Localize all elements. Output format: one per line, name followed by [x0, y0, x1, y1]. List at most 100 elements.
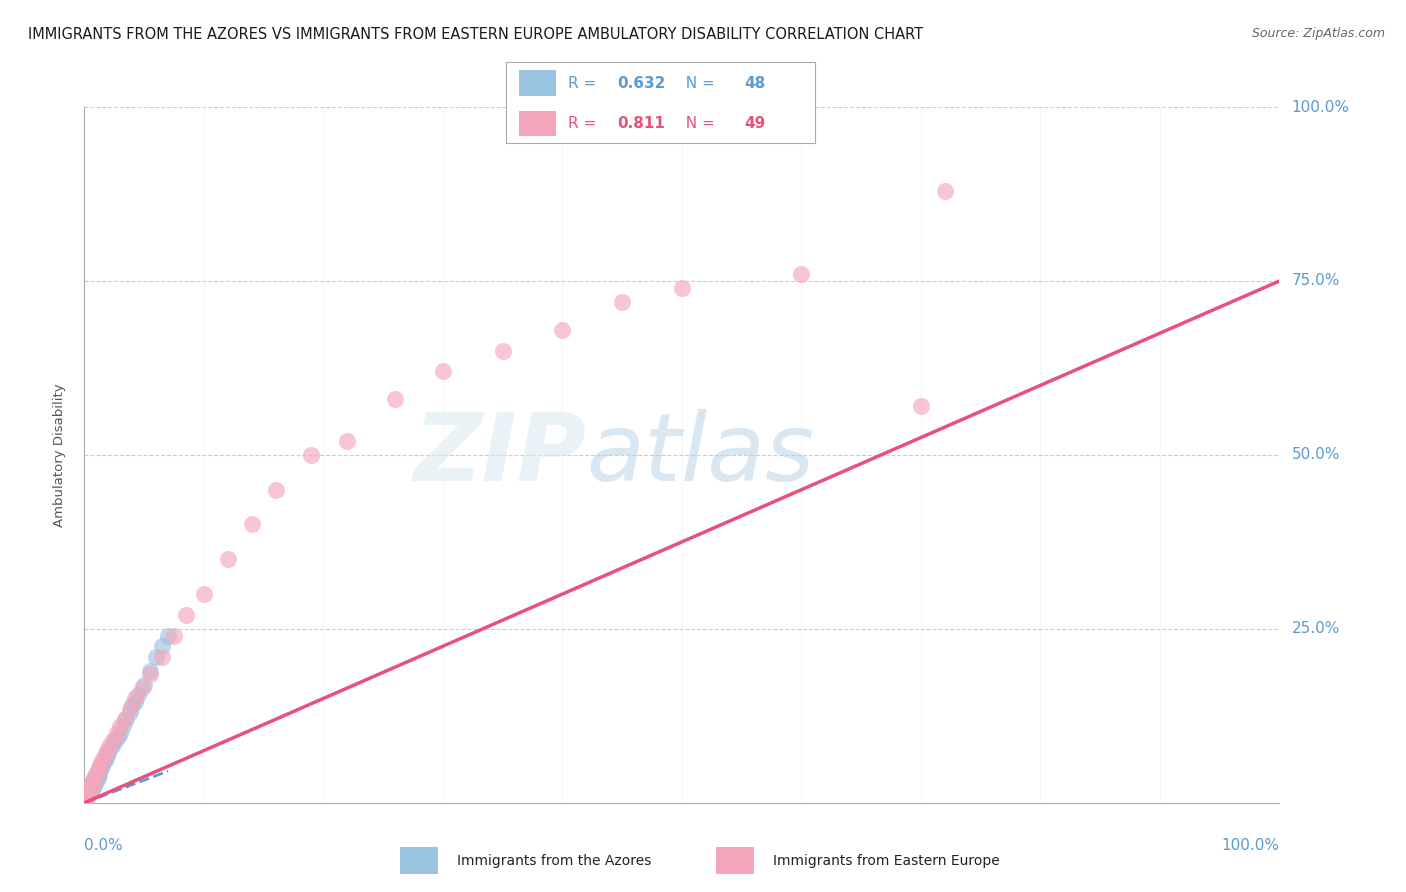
- Point: [80, 778, 103, 792]
- Point: [90, 761, 112, 775]
- Text: N =: N =: [676, 76, 720, 91]
- Y-axis label: Ambulatory Disability: Ambulatory Disability: [53, 383, 66, 527]
- Point: [145, 649, 167, 664]
- Point: [121, 698, 143, 713]
- Text: 50.0%: 50.0%: [1291, 448, 1340, 462]
- Point: [76, 788, 98, 802]
- Point: [432, 364, 454, 378]
- Point: [101, 733, 124, 747]
- Point: [83, 773, 105, 788]
- Point: [86, 772, 108, 786]
- FancyBboxPatch shape: [401, 847, 439, 874]
- Point: [384, 392, 406, 407]
- FancyBboxPatch shape: [519, 111, 555, 136]
- Point: [107, 730, 129, 744]
- Point: [77, 788, 100, 802]
- Text: 75.0%: 75.0%: [1291, 274, 1340, 288]
- Point: [264, 483, 287, 497]
- Text: 100.0%: 100.0%: [1222, 838, 1279, 853]
- Point: [77, 783, 100, 797]
- Point: [84, 766, 107, 780]
- Point: [76, 789, 98, 803]
- Point: [76, 790, 98, 805]
- Point: [790, 267, 813, 281]
- Text: atlas: atlas: [586, 409, 814, 500]
- Point: [91, 753, 114, 767]
- Point: [100, 740, 122, 755]
- Point: [77, 785, 100, 799]
- Point: [671, 281, 693, 295]
- Point: [150, 649, 173, 664]
- Text: IMMIGRANTS FROM THE AZORES VS IMMIGRANTS FROM EASTERN EUROPE AMBULATORY DISABILI: IMMIGRANTS FROM THE AZORES VS IMMIGRANTS…: [28, 27, 924, 42]
- Point: [79, 783, 101, 797]
- Point: [124, 691, 146, 706]
- Point: [110, 719, 132, 733]
- Point: [82, 776, 104, 790]
- Point: [82, 773, 104, 788]
- Text: 0.0%: 0.0%: [84, 838, 124, 853]
- Point: [139, 664, 162, 678]
- Point: [84, 773, 107, 788]
- Text: 48: 48: [744, 76, 766, 91]
- Text: 0.632: 0.632: [617, 76, 666, 91]
- Point: [157, 629, 180, 643]
- Text: R =: R =: [568, 116, 606, 131]
- Text: N =: N =: [676, 116, 720, 131]
- FancyBboxPatch shape: [519, 70, 555, 96]
- Point: [89, 757, 111, 772]
- Point: [89, 763, 111, 777]
- Point: [87, 761, 110, 775]
- Point: [174, 607, 197, 622]
- Point: [82, 780, 104, 795]
- Text: Source: ZipAtlas.com: Source: ZipAtlas.com: [1251, 27, 1385, 40]
- Text: 100.0%: 100.0%: [1291, 100, 1350, 114]
- Point: [80, 783, 103, 797]
- Point: [77, 783, 100, 797]
- Point: [93, 748, 115, 763]
- Point: [150, 639, 173, 653]
- Point: [101, 737, 124, 751]
- Point: [115, 712, 138, 726]
- Point: [910, 399, 932, 413]
- Point: [131, 681, 153, 695]
- Text: Immigrants from Eastern Europe: Immigrants from Eastern Europe: [773, 854, 1000, 868]
- Point: [83, 772, 105, 786]
- Text: 49: 49: [744, 116, 766, 131]
- Point: [217, 552, 239, 566]
- Point: [163, 629, 186, 643]
- Point: [193, 587, 215, 601]
- Point: [82, 776, 104, 790]
- Point: [84, 769, 107, 783]
- Point: [114, 712, 136, 726]
- Point: [79, 780, 101, 795]
- Point: [91, 757, 114, 772]
- Point: [97, 746, 120, 760]
- Text: 25.0%: 25.0%: [1291, 622, 1340, 636]
- Point: [84, 776, 107, 790]
- Point: [80, 778, 103, 792]
- Point: [118, 702, 141, 716]
- Text: ZIP: ZIP: [413, 409, 586, 501]
- Point: [492, 343, 515, 358]
- FancyBboxPatch shape: [716, 847, 754, 874]
- Point: [240, 517, 263, 532]
- Text: 0.811: 0.811: [617, 116, 665, 131]
- Point: [124, 695, 146, 709]
- Point: [551, 323, 574, 337]
- Point: [80, 776, 103, 790]
- Point: [84, 769, 107, 783]
- Point: [87, 764, 110, 779]
- Point: [83, 778, 105, 792]
- Point: [79, 785, 101, 799]
- Point: [77, 789, 100, 803]
- Point: [104, 733, 127, 747]
- Point: [301, 448, 323, 462]
- Point: [77, 788, 100, 802]
- Point: [86, 764, 108, 779]
- Point: [75, 792, 97, 806]
- Point: [75, 790, 97, 805]
- Point: [610, 294, 633, 309]
- Point: [96, 748, 118, 763]
- Point: [77, 785, 100, 799]
- Point: [79, 783, 101, 797]
